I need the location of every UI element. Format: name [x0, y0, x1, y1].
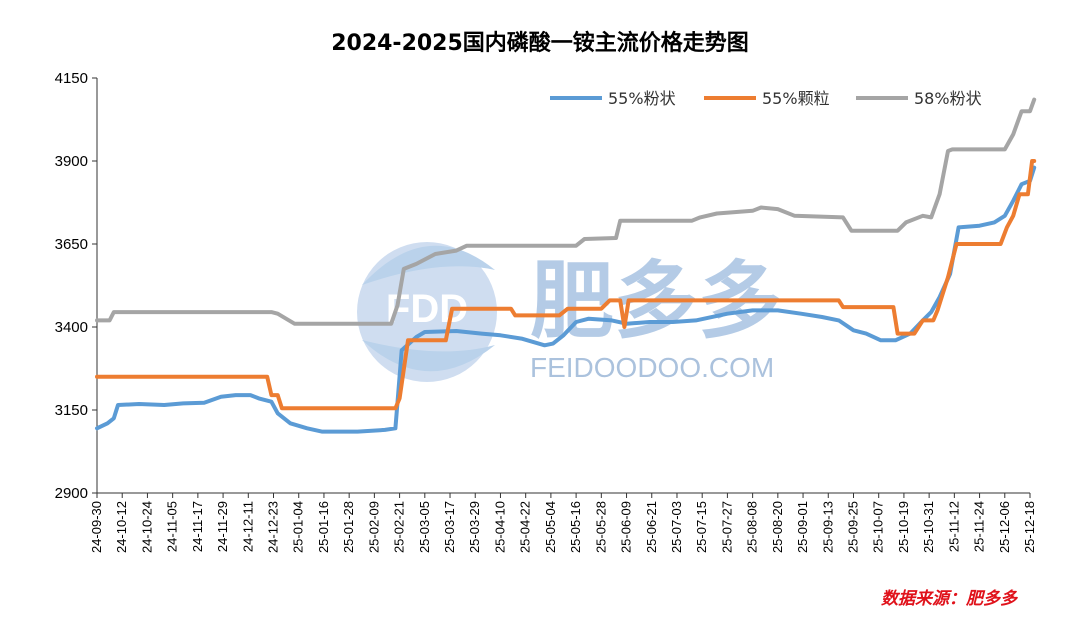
y-tick-label: 3150: [55, 402, 88, 419]
y-axis-ticks: 2900 3150 3400 3650 3900 4150: [55, 70, 97, 502]
x-tick-label: 25-05-28: [593, 501, 608, 553]
x-axis-ticks: 24-09-30 24-10-12 24-10-24 24-11-05 24-11-17…: [89, 493, 1037, 553]
x-tick-label: 24-12-23: [266, 501, 281, 553]
y-tick-label: 2900: [55, 485, 88, 502]
x-tick-label: 25-07-15: [694, 501, 709, 553]
x-tick-label: 24-11-05: [165, 501, 180, 552]
x-tick-label: 25-11-24: [972, 501, 987, 552]
x-tick-label: 25-02-21: [392, 501, 407, 553]
x-tick-label: 25-11-12: [946, 501, 961, 552]
x-tick-label: 25-07-03: [669, 501, 684, 553]
legend-label-3: 58%粉状: [914, 89, 982, 108]
x-tick-label: 25-05-04: [543, 501, 558, 553]
legend-label-1: 55%粉状: [608, 89, 676, 108]
x-tick-label: 24-11-17: [190, 501, 205, 552]
x-tick-label: 25-10-07: [871, 501, 886, 553]
x-tick-label: 24-12-11: [240, 501, 255, 552]
x-tick-label: 25-09-01: [795, 501, 810, 553]
x-tick-label: 25-01-28: [341, 501, 356, 553]
chart-title: 2024-2025国内磷酸一铵主流价格走势图: [331, 30, 749, 56]
x-tick-label: 25-04-22: [518, 501, 533, 553]
x-tick-label: 25-09-25: [845, 501, 860, 553]
legend: 55%粉状 55%颗粒 58%粉状: [550, 89, 982, 108]
x-tick-label: 25-01-16: [316, 501, 331, 553]
y-tick-label: 3650: [55, 236, 88, 253]
x-tick-label: 25-07-27: [719, 501, 734, 553]
x-tick-label: 25-03-05: [417, 501, 432, 553]
watermark-logo-leaf-top: [362, 245, 495, 285]
axes: [96, 78, 1030, 494]
x-tick-label: 25-02-09: [366, 501, 381, 553]
x-tick-label: 25-09-13: [820, 501, 835, 553]
x-tick-label: 24-10-24: [139, 501, 154, 553]
x-tick-label: 25-06-09: [619, 501, 634, 553]
y-tick-label: 3400: [55, 319, 88, 336]
x-tick-label: 25-05-16: [568, 501, 583, 553]
x-tick-label: 25-12-06: [997, 501, 1012, 553]
legend-label-2: 55%颗粒: [762, 89, 830, 108]
source-note: 数据来源：肥多多: [881, 589, 1019, 609]
x-tick-label: 25-03-29: [467, 501, 482, 553]
x-tick-label: 25-06-21: [644, 501, 659, 553]
x-tick-label: 25-03-17: [442, 501, 457, 553]
x-tick-label: 25-12-18: [1022, 501, 1037, 553]
y-tick-label: 3900: [55, 153, 88, 170]
series-line-2: [95, 159, 1037, 411]
x-tick-label: 25-10-19: [896, 501, 911, 553]
x-tick-label: 25-08-20: [770, 501, 785, 553]
x-tick-label: 24-11-29: [215, 501, 230, 552]
x-tick-label: 25-04-10: [492, 501, 507, 553]
series-line-1: [95, 165, 1037, 434]
series-lines: [95, 97, 1037, 434]
y-tick-label: 4150: [55, 70, 88, 87]
watermark-brand-en: FEIDOODOO.COM: [530, 352, 774, 383]
x-tick-label: 25-08-08: [745, 501, 760, 553]
watermark-logo-leaf-bottom: [362, 340, 495, 372]
series-line-3: [95, 97, 1037, 326]
x-tick-label: 25-01-04: [291, 501, 306, 553]
x-tick-label: 25-10-31: [921, 501, 936, 553]
x-tick-label: 24-09-30: [89, 501, 104, 553]
x-tick-label: 24-10-12: [114, 501, 129, 553]
